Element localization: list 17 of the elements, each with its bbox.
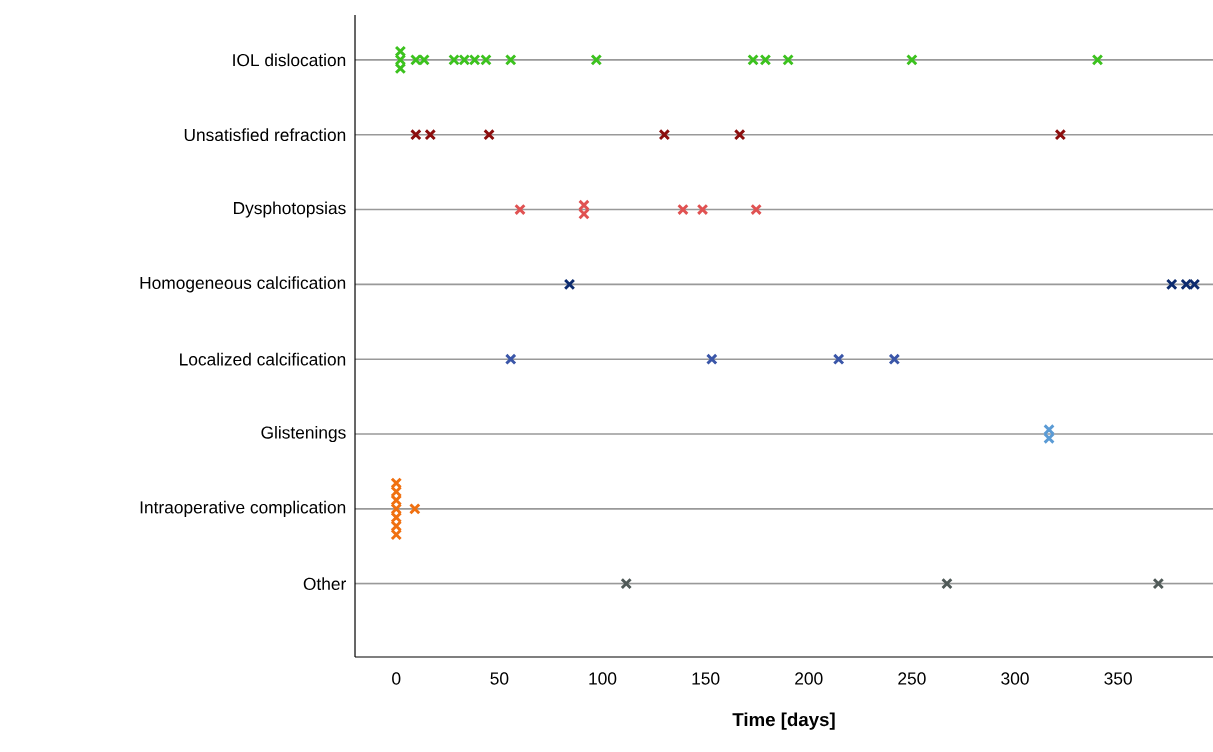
x-tick-label: 50 — [490, 672, 509, 685]
x-tick-label: 100 — [589, 672, 617, 685]
x-tick-label: 150 — [692, 672, 720, 685]
x-tick-label: 350 — [1104, 672, 1132, 685]
x-tick-label: 200 — [795, 672, 823, 685]
y-tick-label: Intraoperative complication — [140, 500, 346, 517]
x-tick-label: 300 — [1001, 672, 1029, 685]
y-tick-label: IOL dislocation — [233, 53, 346, 67]
x-axis-title: Time [days] — [732, 712, 835, 730]
y-tick-label: Dysphotopsias — [234, 201, 346, 218]
y-tick-label: Unsatisfied refraction — [184, 128, 346, 142]
x-tick-label: 250 — [898, 672, 926, 685]
x-tick-label: 0 — [392, 672, 401, 685]
y-tick-label: Other — [303, 577, 346, 591]
y-tick-label: Localized calcification — [180, 352, 346, 366]
y-tick-label: Homogeneous calcification — [140, 276, 346, 293]
y-tick-label: Glistenings — [261, 425, 346, 443]
